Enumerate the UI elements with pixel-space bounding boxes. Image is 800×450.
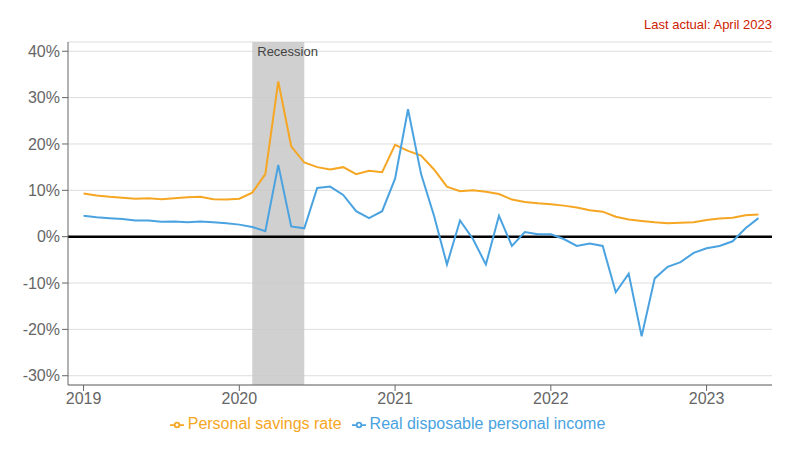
svg-text:-20%: -20% [23,321,60,338]
html-text:Last actual: April 2023: Last actual: April 2023 [644,17,772,32]
html-text:Personal savings rate: Personal savings rate [187,415,342,432]
svg-text:2021: 2021 [377,390,413,407]
svg-text:2020: 2020 [222,390,258,407]
svg-text:2023: 2023 [689,390,725,407]
svg-text:2022: 2022 [533,390,569,407]
html-text:Real disposable personal incom: Real disposable personal income [369,415,606,432]
svg-text:10%: 10% [28,182,60,199]
svg-text:40%: 40% [28,43,60,60]
svg-text:0%: 0% [37,228,60,245]
svg-text:2019: 2019 [66,390,102,407]
svg-text:20%: 20% [28,136,60,153]
svg-text:-30%: -30% [23,367,60,384]
svg-text:Recession: Recession [257,44,318,59]
svg-text:30%: 30% [28,89,60,106]
svg-text:-10%: -10% [23,275,60,292]
